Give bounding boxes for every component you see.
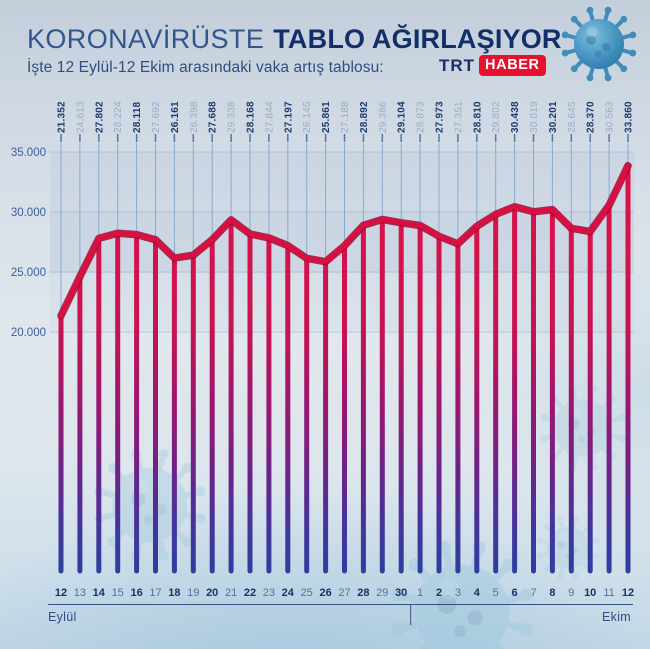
day-label: 2 <box>436 587 442 599</box>
case-value-label: 28.810 <box>472 101 483 133</box>
case-value-label: 26.161 <box>170 101 181 133</box>
case-value-label: 28.370 <box>586 101 597 133</box>
trt-logo-text: TRT <box>439 55 476 75</box>
day-label: 8 <box>549 587 555 599</box>
y-axis-label: 30.000 <box>11 207 46 219</box>
page-title: KORONAVİRÜSTE TABLO AĞIRLAŞIYOR <box>27 24 562 55</box>
case-value-label: 24.613 <box>75 101 86 133</box>
page-subtitle: İşte 12 Eylül-12 Ekim arasındaki vaka ar… <box>27 59 384 76</box>
day-label: 12 <box>622 587 634 599</box>
plot-band <box>50 152 634 212</box>
title-light-part: KORONAVİRÜSTE <box>27 24 265 54</box>
day-label: 9 <box>568 587 574 599</box>
case-value-label: 29.338 <box>227 101 238 133</box>
case-value-label: 29.802 <box>491 101 502 133</box>
case-value-label: 30.438 <box>510 101 521 133</box>
case-value-label: 27.188 <box>340 101 351 133</box>
case-value-label: 26.145 <box>302 101 313 133</box>
day-label: 20 <box>206 587 218 599</box>
case-value-label: 30.563 <box>605 101 616 133</box>
case-value-label: 27.844 <box>264 101 275 133</box>
case-value-label: 27.197 <box>283 101 294 133</box>
day-label: 21 <box>225 587 237 599</box>
case-value-label: 33.860 <box>624 101 635 133</box>
day-label: 3 <box>455 587 461 599</box>
day-label: 18 <box>168 587 180 599</box>
day-label: 12 <box>55 587 67 599</box>
day-label: 7 <box>530 587 536 599</box>
day-label: 14 <box>93 587 106 599</box>
day-label: 23 <box>263 587 275 599</box>
day-label: 28 <box>357 587 369 599</box>
day-label: 16 <box>130 587 142 599</box>
y-axis-label: 25.000 <box>11 267 46 279</box>
day-label: 6 <box>512 587 518 599</box>
case-value-label: 28.873 <box>416 101 427 133</box>
virus-icon <box>561 6 637 82</box>
case-value-label: 26.398 <box>189 101 200 133</box>
case-value-label: 28.224 <box>113 101 124 133</box>
case-value-label: 28.645 <box>567 101 578 133</box>
day-label: 10 <box>584 587 596 599</box>
day-label: 25 <box>301 587 313 599</box>
month-label-right: Ekim <box>602 610 631 624</box>
case-value-label: 27.351 <box>453 101 464 133</box>
day-label: 13 <box>74 587 86 599</box>
case-value-label: 27.802 <box>94 101 105 133</box>
case-value-label: 28.892 <box>359 101 370 133</box>
case-line <box>58 163 631 319</box>
day-label: 22 <box>244 587 256 599</box>
case-value-label: 25.861 <box>321 101 332 133</box>
day-label: 1 <box>417 587 423 599</box>
trt-haber-logo: TRT HABER <box>439 55 546 76</box>
case-value-label: 29.386 <box>378 101 389 133</box>
case-value-label: 30.201 <box>548 101 559 133</box>
day-label: 15 <box>112 587 124 599</box>
day-label: 11 <box>603 587 614 599</box>
title-bold-part: TABLO AĞIRLAŞIYOR <box>273 24 562 54</box>
day-label: 26 <box>319 587 331 599</box>
day-label: 17 <box>149 587 161 599</box>
y-axis-label: 20.000 <box>11 327 46 339</box>
case-value-label: 27.973 <box>435 101 446 133</box>
case-value-label: 28.168 <box>246 101 257 133</box>
haber-logo-badge: HABER <box>479 55 546 76</box>
month-label-left: Eylül <box>48 610 77 624</box>
case-value-label: 28.118 <box>132 102 143 133</box>
y-axis-label: 35.000 <box>11 147 46 159</box>
day-label: 4 <box>474 587 481 599</box>
day-label: 30 <box>395 587 407 599</box>
case-value-label: 30.019 <box>529 101 540 133</box>
day-label: 29 <box>376 587 388 599</box>
day-label: 24 <box>282 587 295 599</box>
case-value-label: 29.104 <box>397 101 408 133</box>
case-value-label: 27.688 <box>208 101 219 133</box>
day-label: 27 <box>338 587 350 599</box>
case-value-label: 27.692 <box>151 101 162 133</box>
day-label: 5 <box>493 587 499 599</box>
virus-watermark-icon <box>391 541 533 649</box>
day-label: 19 <box>187 587 199 599</box>
case-value-label: 21.352 <box>57 101 68 133</box>
